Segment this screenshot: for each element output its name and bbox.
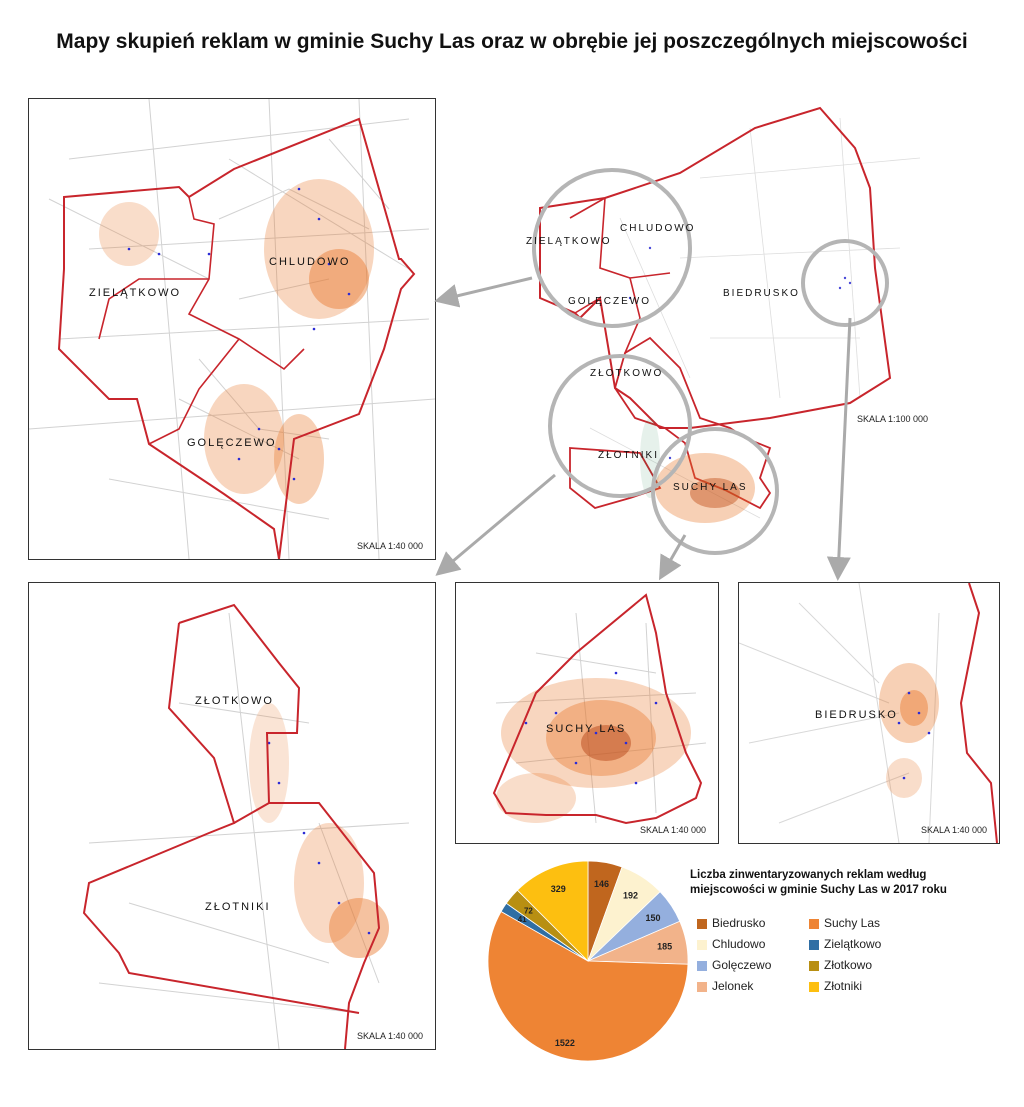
ov-label-zlotniki: ZŁOTNIKI [598,450,660,461]
legend-swatch [809,981,819,992]
legend-swatch [809,960,819,971]
label-biedrusko: BIEDRUSKO [815,709,898,721]
page-title: Mapy skupień reklam w gminie Suchy Las o… [56,30,968,53]
legend-item: Jelonek [697,979,753,993]
pie-data-label: 72 [524,907,533,916]
north-map-svg [29,99,435,559]
pie-data-label: 146 [594,879,609,889]
legend-label: Suchy Las [824,916,881,930]
scale-label: SKALA 1:40 000 [356,1031,423,1041]
ov-label-chludowo: CHLUDOWO [620,223,696,234]
ov-label-zielatkowo: ZIELĄTKOWO [526,236,612,247]
label-goleczewo: GOLĘCZEWO [187,437,277,449]
legend-item: Suchy Las [809,916,880,930]
legend-item: Chludowo [697,937,765,951]
pie-data-label: 1522 [555,1038,575,1048]
suchy-las-map-svg [492,593,707,825]
label-chludowo: CHLUDOWO [269,256,351,268]
legend-item: Zielątkowo [809,937,881,951]
overview-svg [532,106,921,555]
map-panel-biedrusko: BIEDRUSKO SKALA 1:40 000 [738,582,1000,844]
legend-swatch [697,981,707,992]
ov-label-biedrusko: BIEDRUSKO [723,288,800,299]
map-panel-south: ZŁOTKOWO ZŁOTNIKI SKALA 1:40 000 [28,582,436,1050]
biedrusko-map-svg [739,583,998,843]
pie-data-label: 41 [518,915,527,924]
legend-item: Golęczewo [697,958,771,972]
legend-item: Biedrusko [697,916,765,930]
ov-label-goleczewo: GOLĘCZEWO [568,296,652,307]
legend-item: Złotniki [809,979,862,993]
overview-map: ZIELĄTKOWO CHLUDOWO GOLĘCZEWO BIEDRUSKO … [520,98,950,558]
legend-label: Golęczewo [712,958,772,972]
pie-data-label: 192 [623,891,638,901]
label-zielatkowo: ZIELĄTKOWO [89,287,182,299]
legend-swatch [697,960,707,971]
legend-label: Złotniki [824,979,863,993]
scale-label: SKALA 1:40 000 [920,825,987,835]
overview-scale-label: SKALA 1:100 000 [857,414,929,424]
label-suchy-las: SUCHY LAS [546,723,627,735]
ov-label-zlotkowo: ZŁOTKOWO [590,368,664,379]
legend-label: Złotkowo [824,958,873,972]
scale-label: SKALA 1:40 000 [356,541,423,551]
legend-label: Biedrusko [712,916,766,930]
legend-swatch [697,918,707,929]
legend-label: Jelonek [712,979,754,993]
legend-swatch [809,939,819,950]
pie-data-label: 329 [551,884,566,894]
pie-data-label: 150 [645,913,660,923]
legend-item: Złotkowo [809,958,872,972]
legend-label: Chludowo [712,937,766,951]
south-map-svg [82,603,410,1049]
pie-chart-title: Liczba zinwentaryzowanych reklam według … [690,869,947,896]
legend-label: Zielątkowo [824,937,882,951]
label-zlotniki: ZŁOTNIKI [205,901,271,913]
pie-slice-suchy-las [487,910,689,1062]
pie-data-label: 185 [657,941,672,951]
legend-swatch [809,918,819,929]
map-panel-suchy-las: SUCHY LAS SKALA 1:40 000 [455,582,719,844]
ov-label-suchy-las: SUCHY LAS [673,482,748,493]
map-panel-north: ZIELĄTKOWO CHLUDOWO GOLĘCZEWO SKALA 1:40… [28,98,436,560]
scale-label: SKALA 1:40 000 [639,825,706,835]
pie-slice-złotniki [516,860,589,962]
legend-swatch [697,939,707,950]
label-zlotkowo: ZŁOTKOWO [195,695,274,707]
